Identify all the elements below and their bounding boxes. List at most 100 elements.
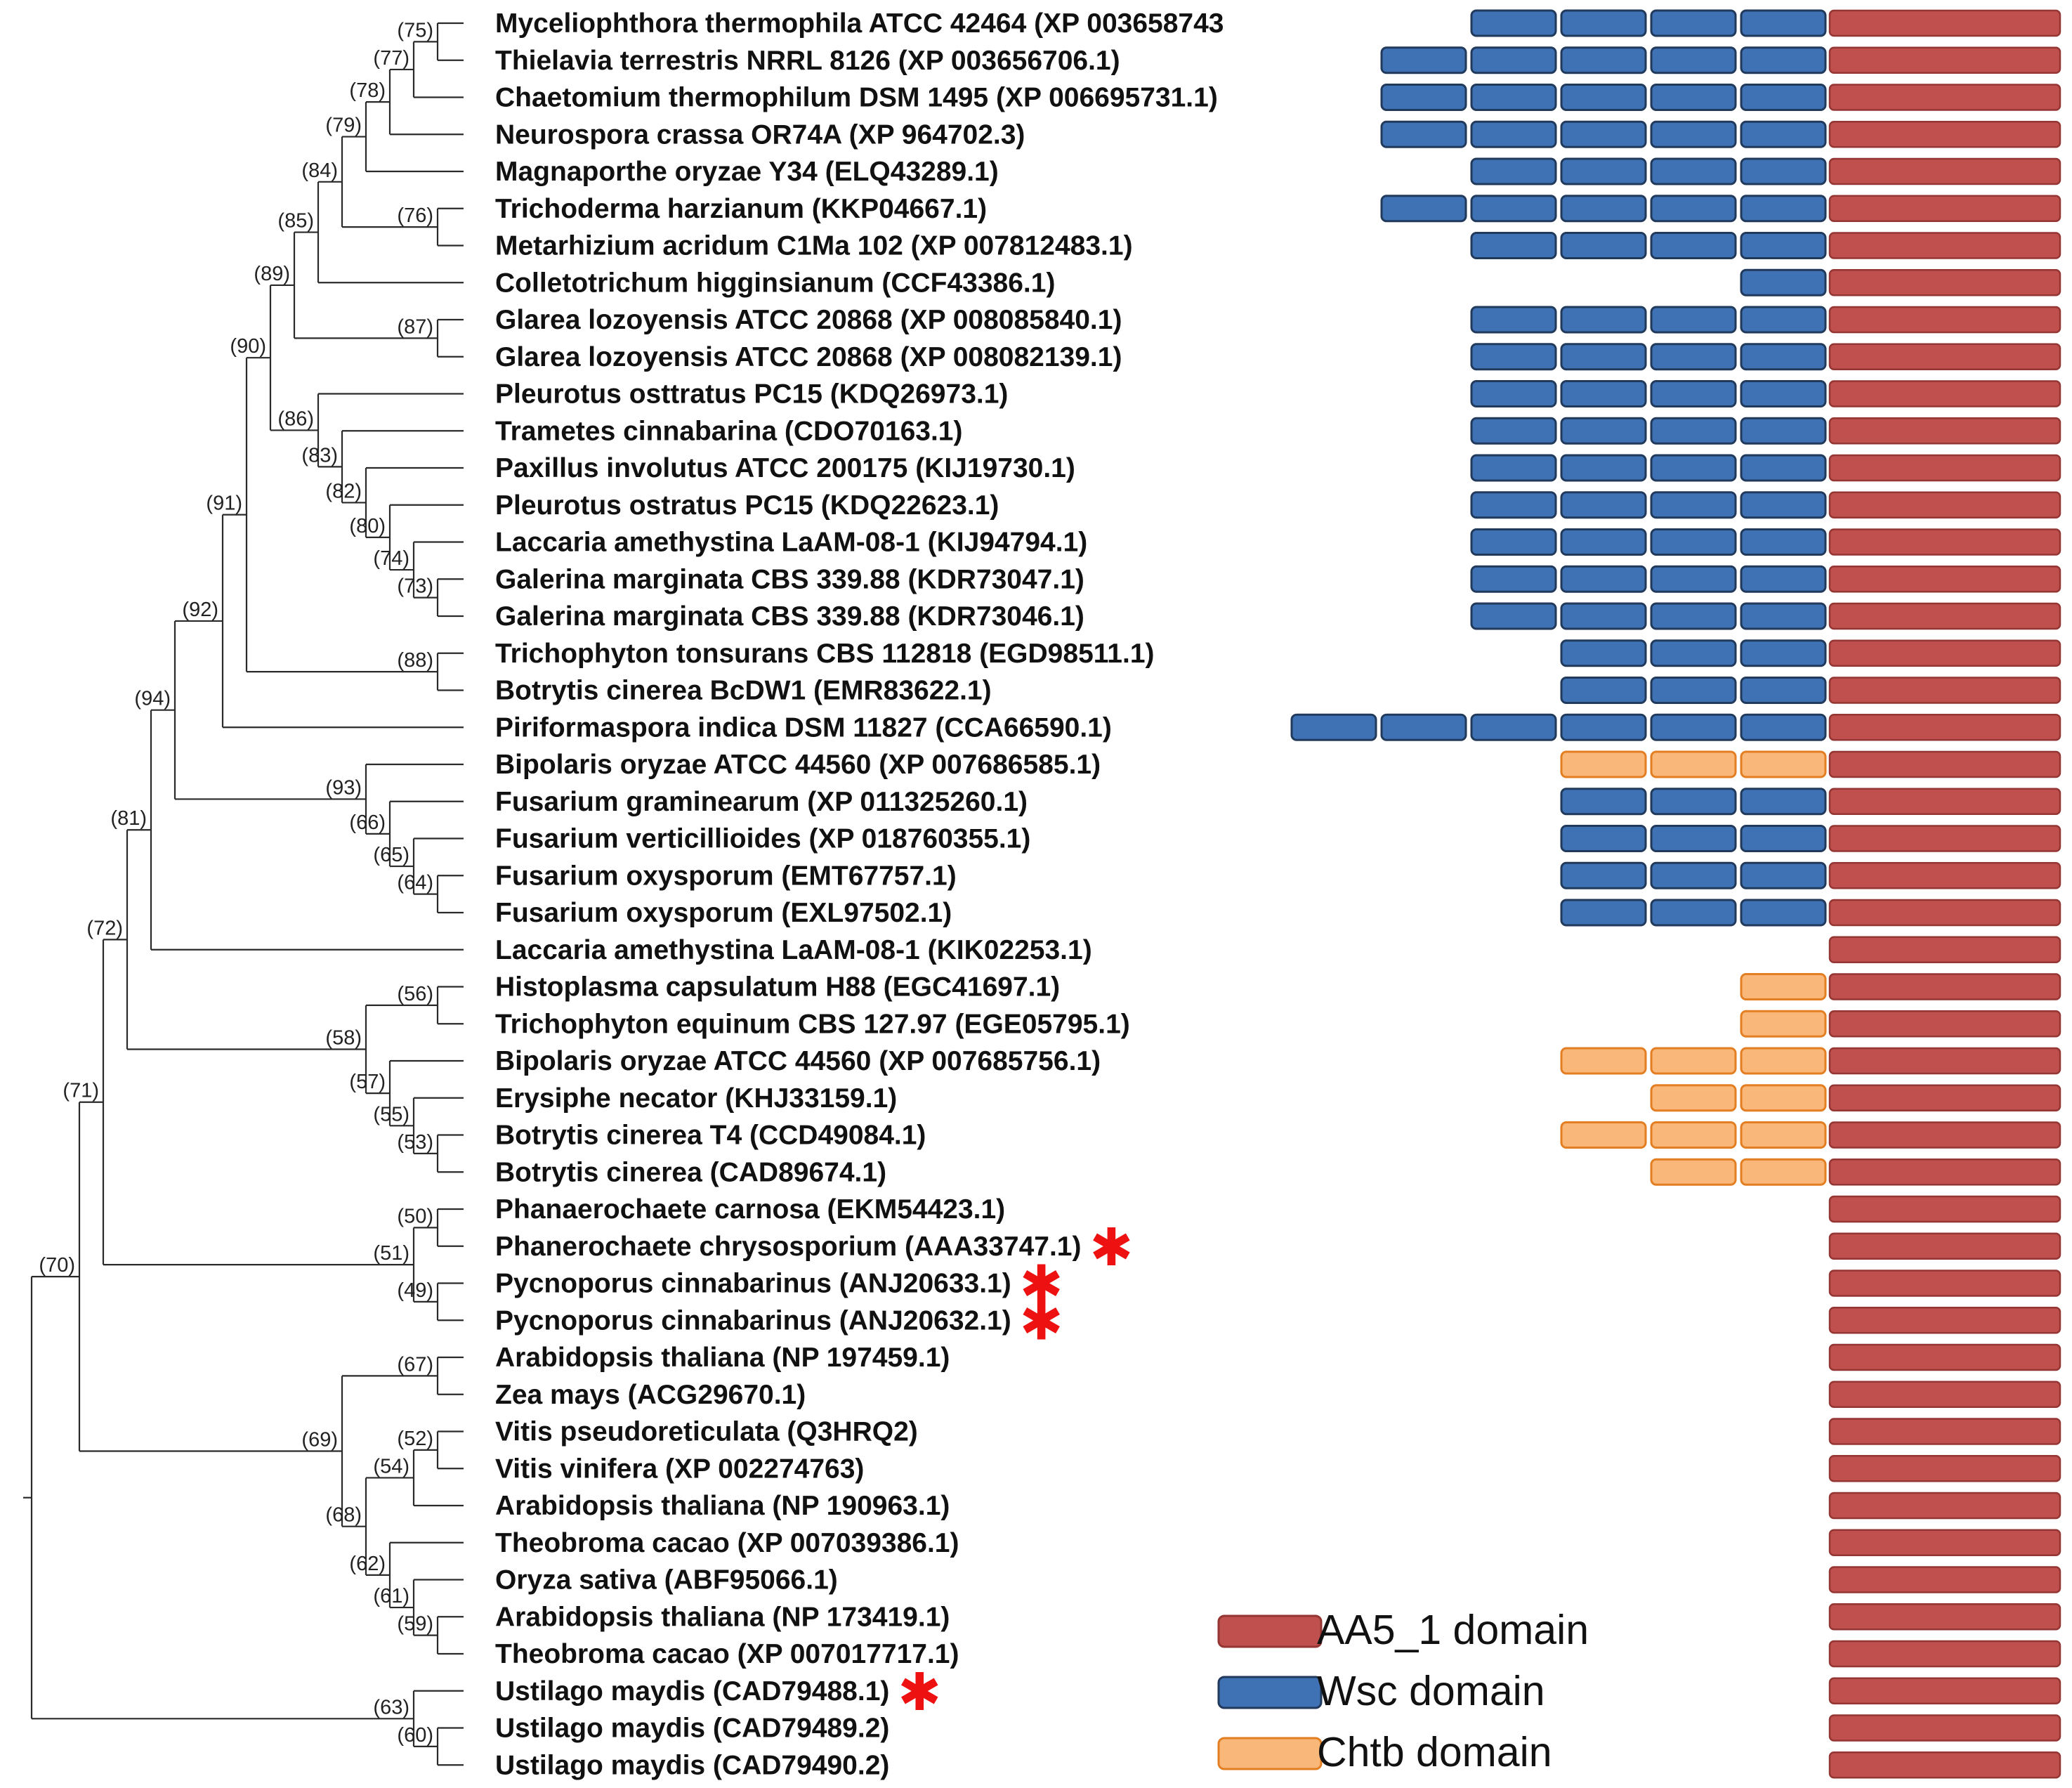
wsc-domain (1650, 788, 1737, 816)
bootstrap-value: (73) (397, 575, 433, 598)
wsc-domain (1470, 713, 1557, 741)
wsc-domain (1650, 713, 1737, 741)
chtb-domain (1560, 750, 1647, 778)
bootstrap-value: (63) (373, 1696, 409, 1718)
wsc-domain (1560, 306, 1647, 334)
chtb-domain (1740, 750, 1827, 778)
taxon-label: Fusarium verticillioides (XP 018760355.1… (495, 824, 1030, 854)
taxon-label: Laccaria amethystina LaAM-08-1 (KIK02253… (495, 935, 1092, 965)
wsc-domain (1560, 232, 1647, 259)
taxon-label: Laccaria amethystina LaAM-08-1 (KIJ94794… (495, 528, 1087, 558)
aa5-domain (1828, 1010, 2061, 1038)
bootstrap-value: (88) (397, 649, 433, 672)
wsc-domain (1740, 9, 1827, 37)
wsc-domain (1650, 232, 1737, 259)
wsc-domain (1560, 899, 1647, 927)
wsc-domain (1740, 861, 1827, 889)
aa5-domain (1828, 1714, 2061, 1742)
chtb-domain (1650, 750, 1737, 778)
aa5-domain (1828, 714, 2061, 741)
wsc-domain (1650, 639, 1737, 667)
bootstrap-value: (75) (397, 19, 433, 41)
wsc-domain (1560, 602, 1647, 630)
wsc-domain (1470, 157, 1557, 185)
taxon-label: Theobroma cacao (XP 007017717.1) (495, 1639, 959, 1669)
wsc-domain (1740, 825, 1827, 852)
bootstrap-value: (67) (397, 1353, 433, 1376)
wsc-domain (1380, 713, 1467, 741)
bootstrap-value: (57) (349, 1071, 386, 1093)
wsc-domain (1650, 306, 1737, 334)
wsc-domain (1740, 565, 1827, 593)
bootstrap-value: (76) (397, 204, 433, 227)
aa5-domain (1828, 788, 2061, 815)
wsc-domain (1740, 232, 1827, 259)
bootstrap-value: (87) (397, 315, 433, 338)
wsc-domain (1740, 454, 1827, 482)
wsc-domain (1560, 9, 1647, 37)
bootstrap-value: (94) (134, 688, 171, 710)
wsc-domain (1380, 84, 1467, 111)
bootstrap-value: (53) (397, 1131, 433, 1154)
aa5-domain (1828, 157, 2061, 185)
bootstrap-value: (86) (277, 407, 314, 430)
bootstrap-value: (68) (325, 1504, 362, 1527)
bootstrap-value: (65) (373, 844, 409, 866)
wsc-domain (1650, 528, 1737, 556)
aa5-domain (1828, 417, 2061, 445)
taxon-label: Thielavia terrestris NRRL 8126 (XP 00365… (495, 46, 1120, 76)
aa5-domain (1828, 1343, 2061, 1371)
bootstrap-value: (91) (206, 492, 242, 515)
taxon-label: Ustilago maydis (CAD79489.2) (495, 1714, 889, 1744)
wsc-domain (1740, 157, 1827, 185)
taxon-label: Colletotrichum higginsianum (CCF43386.1) (495, 268, 1055, 298)
wsc-domain (1470, 84, 1557, 111)
aa5-domain (1828, 1751, 2061, 1779)
star-icon: ✱ (898, 1662, 941, 1723)
chtb-domain (1740, 1121, 1827, 1149)
wsc-domain (1560, 491, 1647, 519)
taxon-label: Bipolaris oryzae ATCC 44560 (XP 00768575… (495, 1046, 1101, 1076)
wsc-domain (1650, 120, 1737, 148)
bootstrap-value: (82) (325, 480, 362, 502)
legend-label-wsc: Wsc domain (1317, 1668, 1545, 1714)
bootstrap-value: (55) (373, 1103, 409, 1125)
aa5-domain (1828, 973, 2061, 1000)
wsc-domain (1560, 380, 1647, 407)
bootstrap-value: (49) (397, 1279, 433, 1302)
bootstrap-value: (52) (397, 1428, 433, 1450)
wsc-domain (1470, 232, 1557, 259)
aa5-domain (1828, 9, 2061, 37)
aa5-domain (1828, 46, 2061, 74)
bootstrap-value: (51) (373, 1242, 409, 1265)
chtb-domain (1560, 1047, 1647, 1075)
characterized-markers: ✱✱✱✱ (898, 1218, 1133, 1723)
wsc-domain (1650, 861, 1737, 889)
aa5-domain (1828, 899, 2061, 927)
aa5-domain (1828, 1084, 2061, 1111)
wsc-domain (1650, 343, 1737, 371)
wsc-domain (1740, 417, 1827, 445)
aa5-domain (1828, 1307, 2061, 1334)
bootstrap-value: (92) (182, 599, 218, 621)
bootstrap-value: (69) (301, 1429, 338, 1451)
aa5-domain (1828, 1640, 2061, 1668)
aa5-domain (1828, 232, 2061, 259)
wsc-domain (1650, 9, 1737, 37)
wsc-domain (1470, 9, 1557, 37)
chtb-domain (1740, 973, 1827, 1000)
aa5-domain (1828, 936, 2061, 963)
wsc-domain (1650, 602, 1737, 630)
bootstrap-value: (78) (349, 79, 386, 102)
taxon-label: Galerina marginata CBS 339.88 (KDR73046.… (495, 601, 1084, 632)
aa5-domain (1828, 1121, 2061, 1149)
taxon-label: Erysiphe necator (KHJ33159.1) (495, 1083, 897, 1114)
wsc-domain (1740, 195, 1827, 223)
aa5-domain (1828, 1047, 2061, 1075)
legend-swatch-aa5 (1217, 1614, 1323, 1648)
taxon-label: Vitis vinifera (XP 002274763) (495, 1454, 864, 1484)
aa5-domain (1828, 491, 2061, 518)
legend-swatch-chtb (1217, 1737, 1323, 1770)
aa5-domain (1828, 602, 2061, 630)
taxon-label: Phanerochaete chrysosporium (AAA33747.1) (495, 1232, 1081, 1262)
